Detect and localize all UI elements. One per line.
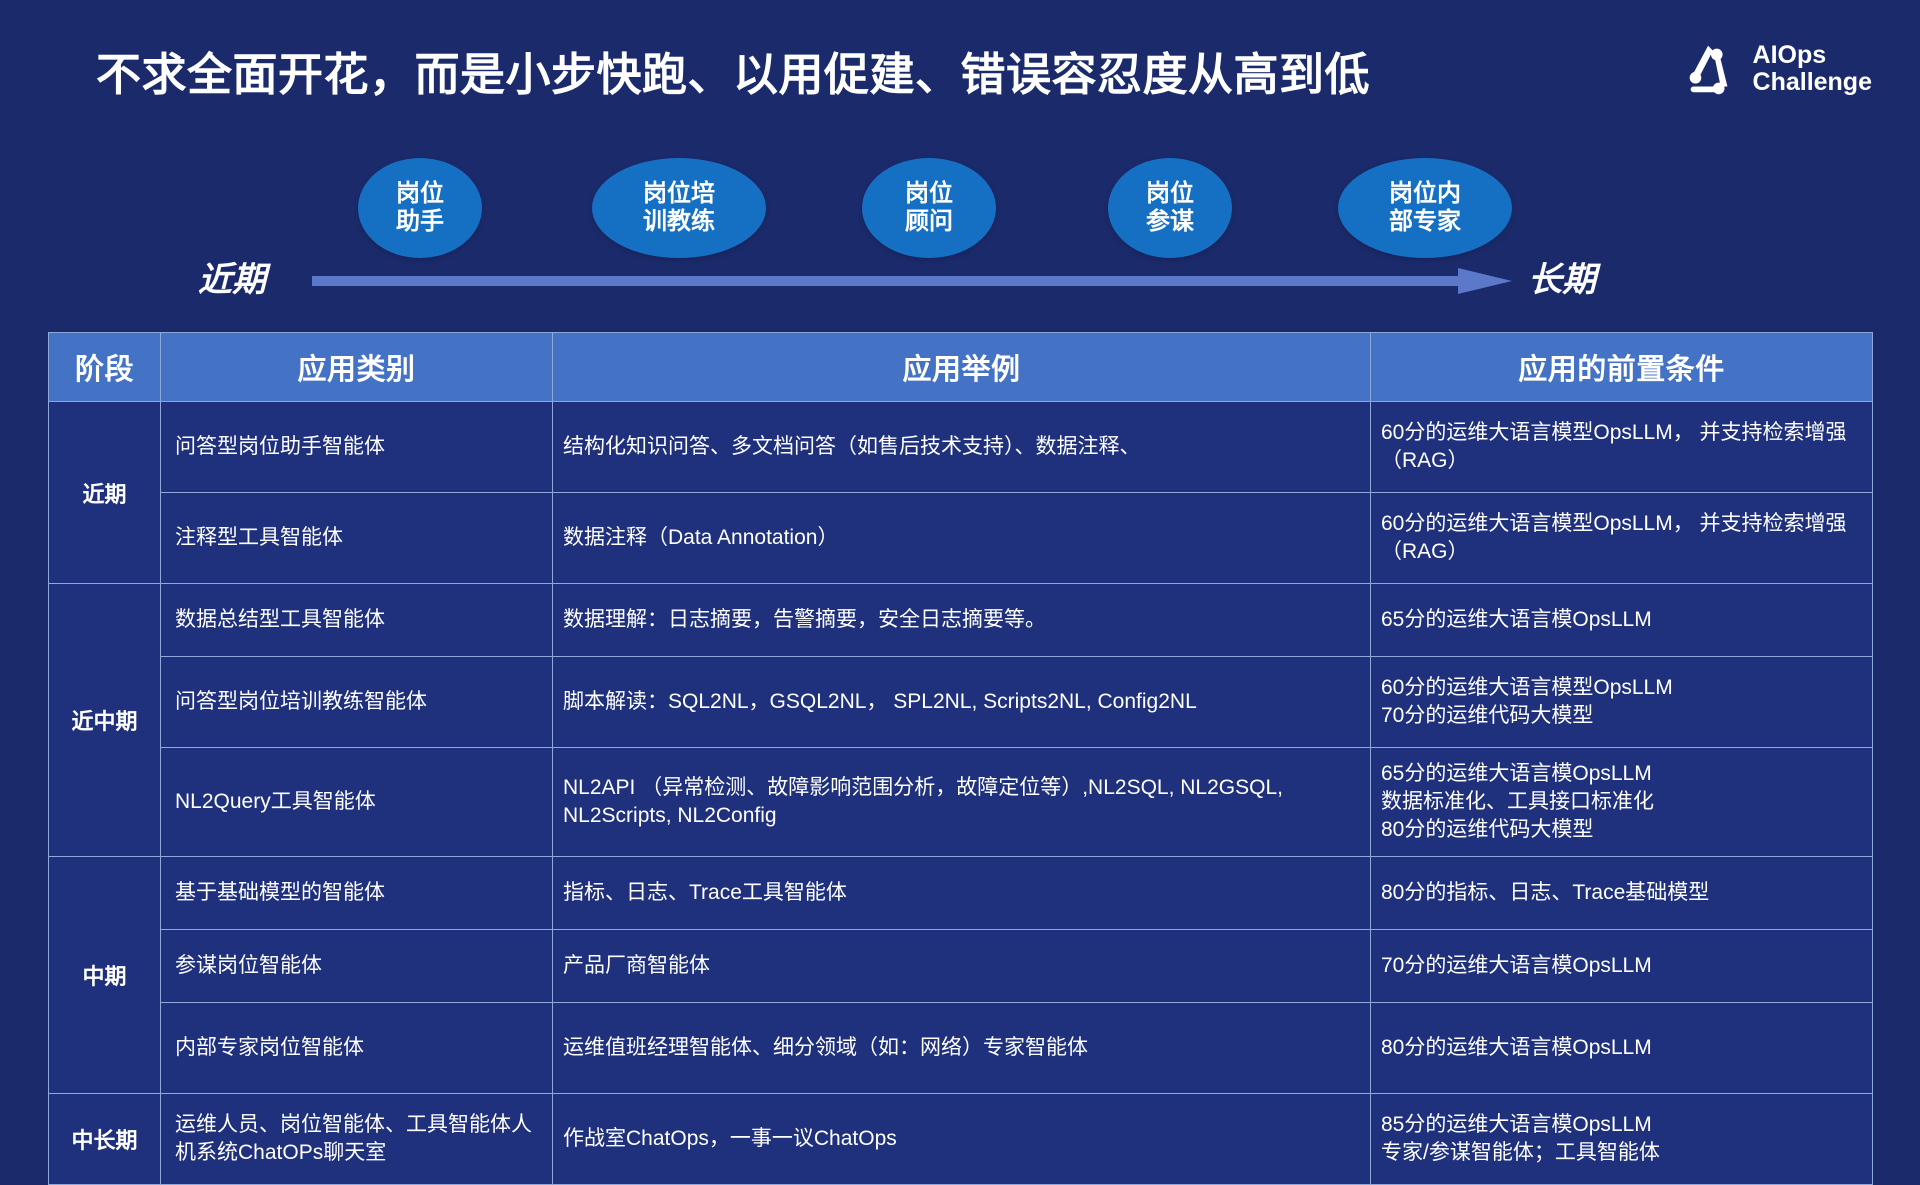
column-header-stage: 阶段 [48,332,161,402]
bubble-label: 岗位 [396,179,444,207]
example-cell: 数据理解：日志摘要，告警摘要，安全日志摘要等。 [552,583,1371,657]
column-header-example: 应用举例 [552,332,1371,402]
category-cell: 数据总结型工具智能体 [160,583,553,657]
prerequisite-cell: 80分的运维大语言模OpsLLM [1370,1002,1873,1094]
table-row: 近中期 数据总结型工具智能体 数据理解：日志摘要，告警摘要，安全日志摘要等。 65分的… [48,583,1873,857]
table-row: 内部专家岗位智能体 运维值班经理智能体、细分领域（如：网络）专家智能体 80分的运维… [49,1002,1873,1094]
logo-line-1: AIOps [1752,41,1827,69]
timeline-end-label: 长期 [1528,261,1596,299]
roadmap-bubble-3[interactable]: 岗位 顾问 [862,158,996,258]
category-cell: NL2Query工具智能体 [160,747,553,857]
category-cell: 参谋岗位智能体 [160,929,553,1003]
prerequisite-cell: 60分的运维大语言模型OpsLLM， 并支持检索增强（RAG） [1370,492,1873,584]
example-cell: 脚本解读：SQL2NL，GSQL2NL， SPL2NL, Scripts2NL,… [552,656,1371,748]
bubble-label-line2: 顾问 [905,208,953,235]
example-cell: 产品厂商智能体 [552,929,1371,1003]
category-cell: 问答型岗位培训教练智能体 [160,656,553,748]
bubble-label-line2: 参谋 [1146,208,1194,235]
example-cell: 作战室ChatOps，一事一议ChatOps [552,1093,1371,1185]
bubble-label-line2: 助手 [396,208,444,235]
prerequisite-cell: 60分的运维大语言模型OpsLLM 70分的运维代码大模型 [1370,656,1873,748]
table-header-row: 阶段 应用类别 应用举例 应用的前置条件 [48,332,1873,402]
bubble-label-line2: 训教练 [643,208,715,235]
bubble-label-line2: 部专家 [1389,208,1461,235]
bubble-label: 岗位 [905,179,953,207]
example-cell: 指标、日志、Trace工具智能体 [552,856,1371,930]
logo-line-2: Challenge [1752,68,1872,96]
logo-text: AIOps Challenge [1753,42,1872,96]
prerequisite-cell: 85分的运维大语言模OpsLLM 专家/参谋智能体；工具智能体 [1370,1093,1873,1185]
prerequisite-cell: 60分的运维大语言模型OpsLLM， 并支持检索增强（RAG） [1370,401,1873,493]
roadmap-bubble-2[interactable]: 岗位培 训教练 [592,158,766,258]
page-title: 不求全面开花，而是小步快跑、以用促建、错误容忍度从高到低 [96,49,1371,100]
stage-cell: 中长期 [48,1093,161,1185]
timeline-start-label: 近期 [198,261,266,299]
table-row: 参谋岗位智能体 产品厂商智能体 70分的运维大语言模OpsLLM [49,929,1873,1003]
table-row: 问答型岗位培训教练智能体 脚本解读：SQL2NL，GSQL2NL， SPL2NL,… [49,656,1873,748]
example-cell: 结构化知识问答、多文档问答（如售后技术支持）、数据注释、 [552,401,1371,493]
prerequisite-cell: 80分的指标、日志、Trace基础模型 [1370,856,1873,930]
prerequisite-cell: 70分的运维大语言模OpsLLM [1370,929,1873,1003]
bubble-label: 岗位内 [1389,179,1461,207]
category-cell: 注释型工具智能体 [160,492,553,584]
category-cell: 内部专家岗位智能体 [160,1002,553,1094]
table-row: 注释型工具智能体 数据注释（Data Annotation） 60分的运维大语言模型… [49,492,1873,584]
example-cell: NL2API （异常检测、故障影响范围分析，故障定位等）,NL2SQL, NL2… [552,747,1371,857]
stage-cell: 中期 [48,856,161,1094]
stage-cell: 近期 [48,401,161,584]
roadmap-bubbles: 岗位 助手 岗位培 训教练 岗位 顾问 岗位 参谋 岗位内 部专家 [0,158,1920,266]
roadmap-bubble-1[interactable]: 岗位 助手 [358,158,482,258]
category-cell: 问答型岗位助手智能体 [160,401,553,493]
column-header-category: 应用类别 [160,332,553,402]
table-row: NL2Query工具智能体 NL2API （异常检测、故障影响范围分析，故障定位等… [49,747,1873,857]
slide-header: 不求全面开花，而是小步快跑、以用促建、错误容忍度从高到低 AIOps Chall… [0,0,1920,140]
bubble-label: 岗位 [1146,179,1194,207]
table-row: 近期 问答型岗位助手智能体 结构化知识问答、多文档问答（如售后技术支持）、数据注释、… [48,401,1873,584]
application-roadmap-table: 阶段 应用类别 应用举例 应用的前置条件 近期 问答型岗位助手智能体 结构化知识问答… [48,332,1873,1185]
aiops-triangle-logo-icon [1679,38,1741,100]
roadmap-bubble-5[interactable]: 岗位内 部专家 [1338,158,1512,258]
table-row: 中期 基于基础模型的智能体 指标、日志、Trace工具智能体 80分的指标、日志、Tr… [48,856,1873,1094]
category-cell: 基于基础模型的智能体 [160,856,553,930]
timeline-arrow-icon [312,268,1512,294]
aiops-challenge-logo: AIOps Challenge [1679,38,1872,100]
table-row: 中长期 运维人员、岗位智能体、工具智能体人机系统ChatOPs聊天室 作战室Chat… [48,1093,1873,1185]
prerequisite-cell: 65分的运维大语言模OpsLLM 数据标准化、工具接口标准化 80分的运维代码大模型 [1370,747,1873,857]
stage-cell: 近中期 [48,583,161,857]
example-cell: 运维值班经理智能体、细分领域（如：网络）专家智能体 [552,1002,1371,1094]
bubble-label: 岗位培 [643,179,715,207]
roadmap-timeline: 近期 长期 [0,248,1920,312]
prerequisite-cell: 65分的运维大语言模OpsLLM [1370,583,1873,657]
column-header-prerequisite: 应用的前置条件 [1370,332,1873,402]
example-cell: 数据注释（Data Annotation） [552,492,1371,584]
category-cell: 运维人员、岗位智能体、工具智能体人机系统ChatOPs聊天室 [160,1093,553,1185]
roadmap-bubble-4[interactable]: 岗位 参谋 [1108,158,1232,258]
